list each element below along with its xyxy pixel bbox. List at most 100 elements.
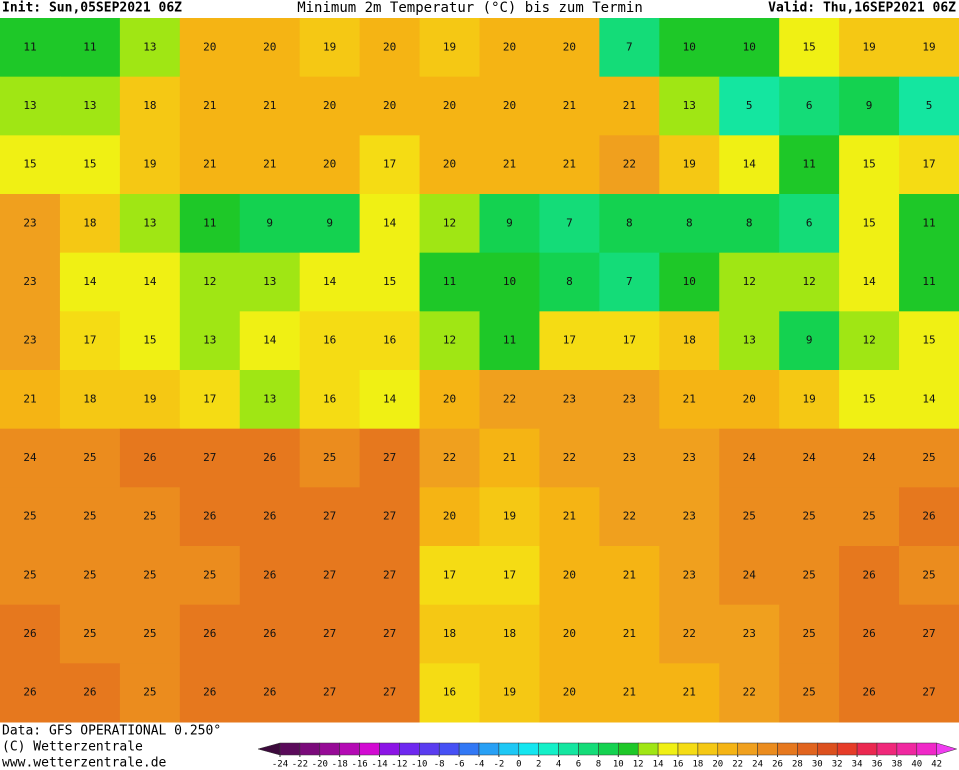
temperature-cell xyxy=(119,18,181,78)
temperature-value: 25 xyxy=(862,510,875,523)
temperature-value: 15 xyxy=(803,40,816,53)
temperature-value: 9 xyxy=(806,334,813,347)
temperature-cell xyxy=(179,663,241,723)
temperature-value: 13 xyxy=(143,216,156,229)
temperature-value: 12 xyxy=(862,334,875,347)
temperature-value: 26 xyxy=(23,686,36,699)
temperature-value: 27 xyxy=(383,686,396,699)
temperature-cell xyxy=(779,76,840,136)
temperature-cell xyxy=(239,487,301,547)
colorbar-swatch xyxy=(717,742,738,756)
temperature-cell xyxy=(779,370,840,430)
colorbar-label: 38 xyxy=(891,760,902,770)
temperature-cell xyxy=(599,546,660,606)
temperature-cell xyxy=(899,604,959,664)
temperature-value: 24 xyxy=(803,451,817,464)
temperature-value: 9 xyxy=(506,216,513,229)
temperature-cell xyxy=(539,487,600,547)
colorbar-label: -14 xyxy=(371,760,387,770)
colorbar-swatch xyxy=(757,742,778,756)
temperature-cell xyxy=(839,604,900,664)
temperature-cell xyxy=(359,76,421,136)
temperature-value: 26 xyxy=(263,686,276,699)
temperature-value: 24 xyxy=(862,451,876,464)
temperature-value: 10 xyxy=(683,275,696,288)
temperature-cell xyxy=(839,135,900,195)
temperature-cell xyxy=(539,311,600,371)
temperature-value: 25 xyxy=(803,686,816,699)
temperature-cell xyxy=(59,428,121,488)
colorbar-low-end xyxy=(257,742,281,756)
temperature-value: 22 xyxy=(623,510,636,523)
temperature-cell xyxy=(659,370,720,430)
temperature-cell xyxy=(479,546,540,606)
temperature-cell xyxy=(899,18,959,78)
temperature-cell xyxy=(419,546,480,606)
temperature-value: 19 xyxy=(803,392,816,405)
temperature-value: 16 xyxy=(443,686,456,699)
temperature-cell xyxy=(419,311,480,371)
temperature-cell xyxy=(779,18,840,78)
temperature-cell xyxy=(599,487,660,547)
temperature-value: 20 xyxy=(503,40,516,53)
colorbar-label: -8 xyxy=(434,760,445,770)
temperature-value: 7 xyxy=(566,216,573,229)
temperature-cell xyxy=(719,18,780,78)
temperature-cell xyxy=(179,428,241,488)
temperature-value: 9 xyxy=(266,216,273,229)
temperature-cell xyxy=(659,252,720,312)
colorbar-swatch xyxy=(598,742,619,756)
temperature-cell xyxy=(539,604,600,664)
colorbar-label: -10 xyxy=(411,760,427,770)
temperature-value: 20 xyxy=(383,99,396,112)
temperature-cell xyxy=(779,252,840,312)
temperature-value: 14 xyxy=(143,275,157,288)
copyright: (C) Wetterzentrale xyxy=(2,740,143,755)
temperature-value: 14 xyxy=(323,275,337,288)
temperature-value: 18 xyxy=(443,627,456,640)
temperature-cell xyxy=(479,428,540,488)
temperature-cell xyxy=(479,487,540,547)
temperature-value: 25 xyxy=(143,568,156,581)
temperature-value: 20 xyxy=(503,99,516,112)
temperature-cell xyxy=(719,76,780,136)
temperature-value: 9 xyxy=(326,216,333,229)
temperature-cell xyxy=(419,370,480,430)
temperature-cell xyxy=(359,487,421,547)
temperature-value: 25 xyxy=(143,627,156,640)
temperature-value: 17 xyxy=(503,568,516,581)
colorbar-swatch xyxy=(876,742,898,756)
colorbar-label: 10 xyxy=(613,760,624,770)
colorbar-label: -4 xyxy=(474,760,485,770)
temperature-cell xyxy=(539,18,600,78)
temperature-cell xyxy=(539,370,600,430)
colorbar-label: 4 xyxy=(556,760,561,770)
temperature-value: 11 xyxy=(803,158,816,171)
temperature-cell xyxy=(239,76,301,136)
colorbar-label: 30 xyxy=(812,760,823,770)
temperature-value: 21 xyxy=(683,392,696,405)
temperature-cell xyxy=(179,604,241,664)
temperature-cell xyxy=(299,487,361,547)
temperature-value: 13 xyxy=(203,334,216,347)
temperature-cell xyxy=(479,18,540,78)
temperature-cell xyxy=(479,194,540,254)
colorbar-label: -24 xyxy=(272,760,288,770)
temperature-cell xyxy=(59,604,121,664)
colorbar-swatch xyxy=(777,742,798,756)
temperature-value: 20 xyxy=(443,510,456,523)
colorbar-swatch xyxy=(618,742,639,756)
temperature-value: 14 xyxy=(862,275,876,288)
temperature-value: 6 xyxy=(806,216,813,229)
temperature-cell xyxy=(419,604,480,664)
temperature-value: 26 xyxy=(203,686,216,699)
temperature-value: 14 xyxy=(83,275,97,288)
temperature-value: 21 xyxy=(623,686,636,699)
temperature-value: 21 xyxy=(623,568,636,581)
temperature-cell xyxy=(299,604,361,664)
temperature-cell xyxy=(779,311,840,371)
colorbar-swatch xyxy=(498,742,520,756)
temperature-value: 25 xyxy=(922,568,935,581)
temperature-cell xyxy=(599,76,660,136)
temperature-value: 20 xyxy=(323,158,336,171)
